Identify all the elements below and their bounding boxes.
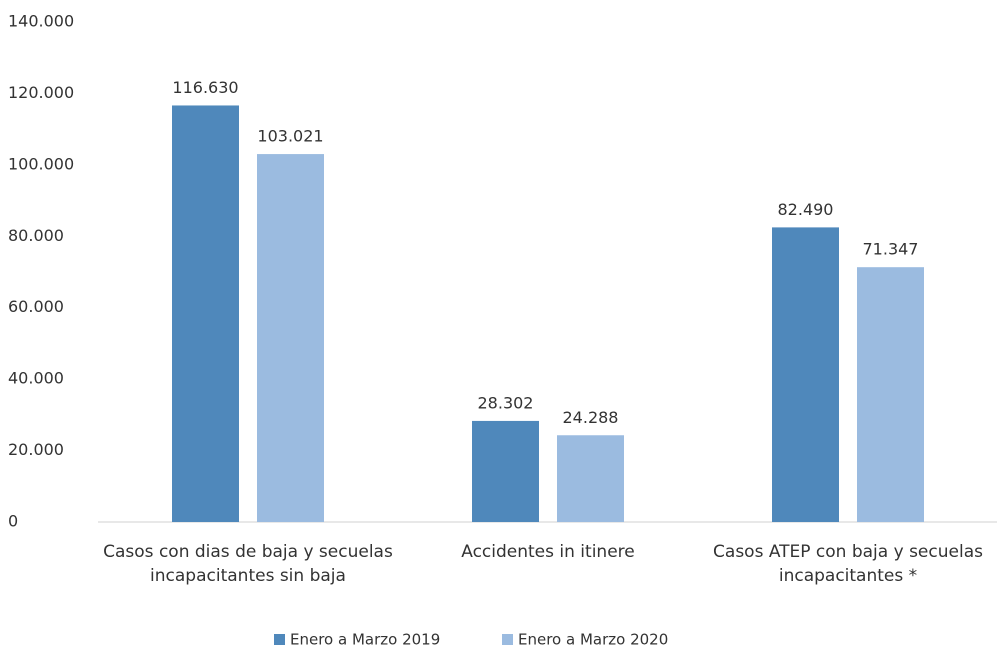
y-tick-label: 140.000 bbox=[8, 12, 74, 31]
y-tick-label: 80.000 bbox=[8, 226, 64, 245]
data-label: 24.288 bbox=[563, 408, 619, 427]
y-tick-label: 120.000 bbox=[8, 83, 74, 102]
data-label: 103.021 bbox=[257, 127, 323, 146]
y-tick-label: 40.000 bbox=[8, 369, 64, 388]
y-tick-label: 20.000 bbox=[8, 440, 64, 459]
x-tick-label: Casos ATEP con baja y secuelas incapacit… bbox=[713, 542, 983, 586]
bar bbox=[772, 227, 839, 522]
data-label: 28.302 bbox=[478, 393, 534, 412]
bar bbox=[857, 267, 924, 522]
bar bbox=[172, 105, 239, 522]
y-tick-label: 100.000 bbox=[8, 154, 74, 173]
y-tick-label: 0 bbox=[8, 512, 18, 531]
data-label: 71.347 bbox=[863, 240, 919, 259]
x-tick-label: Casos con dias de baja y secuelas incapa… bbox=[103, 542, 393, 586]
y-tick-label: 60.000 bbox=[8, 297, 64, 316]
legend-swatch bbox=[502, 634, 513, 645]
legend-label: Enero a Marzo 2020 bbox=[518, 631, 668, 649]
data-label: 116.630 bbox=[172, 78, 238, 97]
legend-label: Enero a Marzo 2019 bbox=[290, 631, 440, 649]
bar bbox=[557, 435, 624, 522]
bar bbox=[257, 154, 324, 522]
bar bbox=[472, 420, 539, 522]
x-tick-label: Accidentes in itinere bbox=[461, 542, 635, 562]
data-label: 82.490 bbox=[778, 200, 834, 219]
legend-swatch bbox=[274, 634, 285, 645]
